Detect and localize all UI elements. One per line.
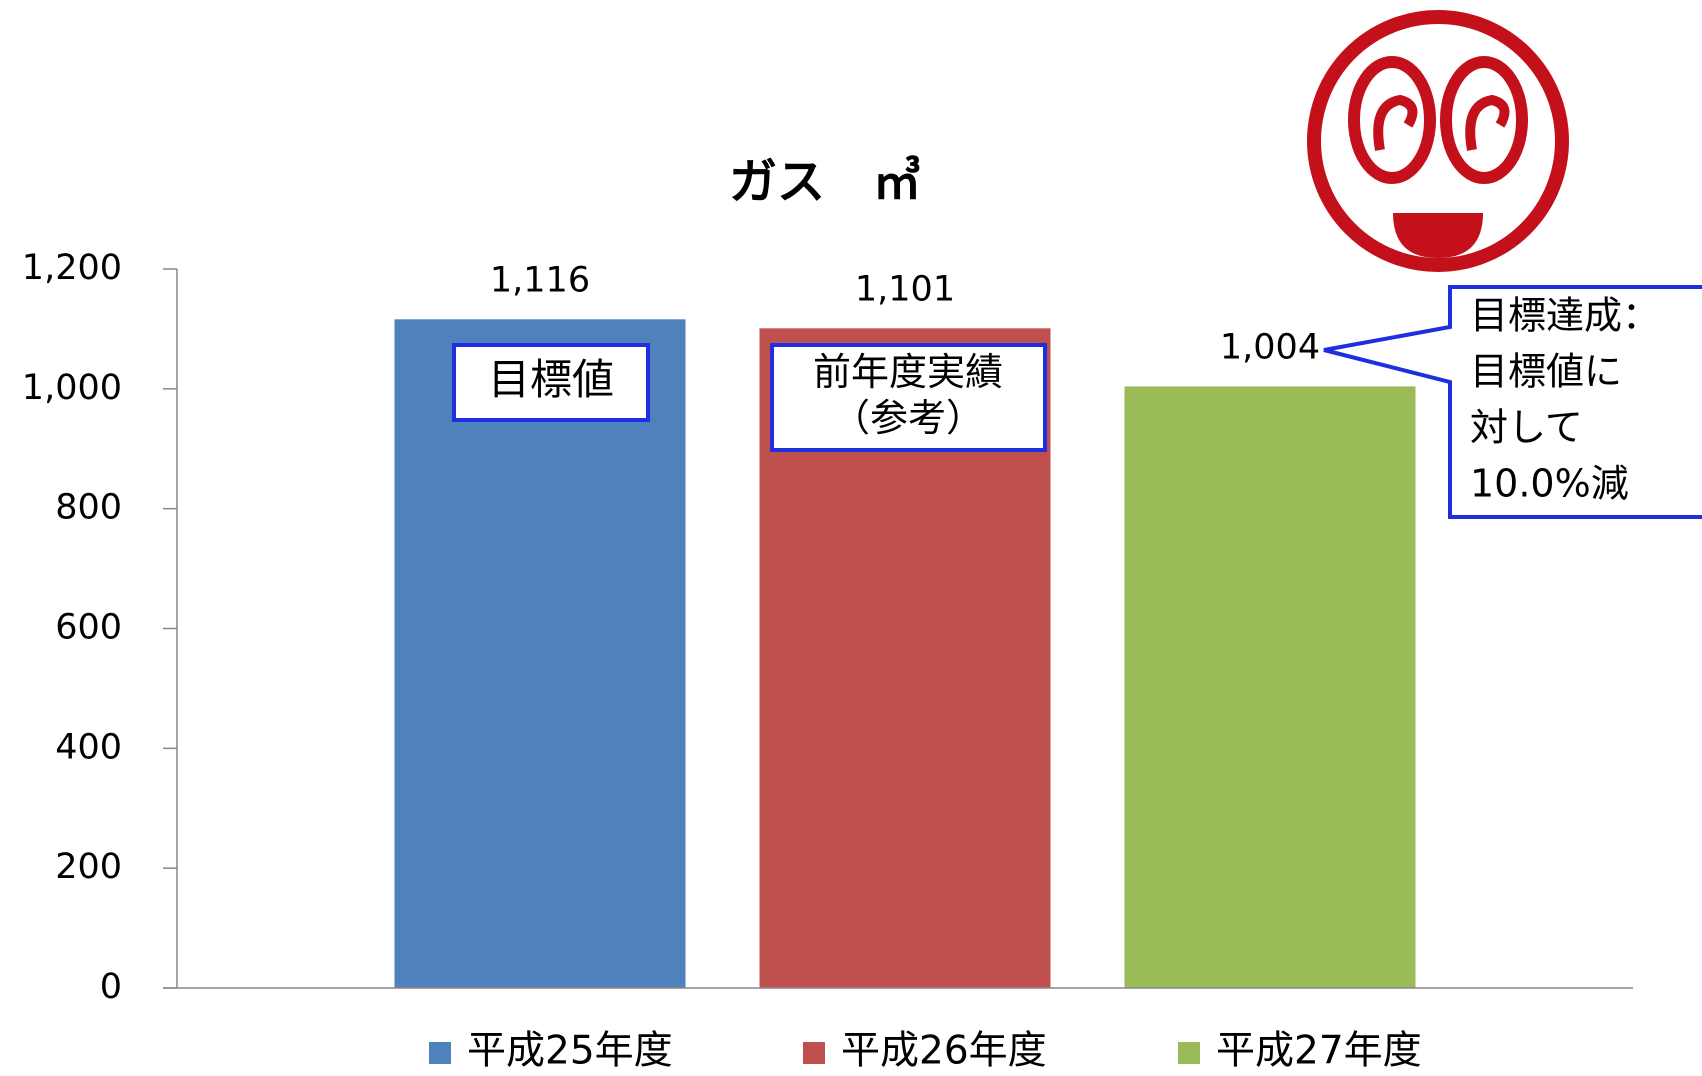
- y-tick-label: 200: [55, 847, 122, 887]
- annotation-text: （参考）: [832, 396, 984, 440]
- annotation-text: 前年度実績: [813, 350, 1003, 394]
- annotation-text: 目標達成：: [1470, 294, 1660, 338]
- annotation-box: [452, 343, 650, 422]
- annotation-text: 対して: [1470, 406, 1583, 450]
- annotation-text: 目標値に: [1470, 350, 1622, 394]
- legend-swatch: [1178, 1042, 1200, 1064]
- legend-label: 平成25年度: [467, 1029, 673, 1074]
- smiley-icon: [1307, 10, 1569, 272]
- value-label: 1,004: [1220, 327, 1320, 367]
- annotation-text: 目標値: [488, 355, 614, 404]
- chart-title: ガス ㎥: [729, 154, 921, 210]
- annotation-text: 10.0%減: [1470, 462, 1629, 506]
- y-tick-label: 1,200: [22, 248, 122, 288]
- bar: [1124, 386, 1416, 989]
- y-tick-label: 0: [100, 967, 122, 1007]
- legend-label: 平成27年度: [1216, 1029, 1422, 1074]
- legend-label: 平成26年度: [841, 1029, 1047, 1074]
- y-tick-label: 400: [55, 727, 122, 767]
- y-tick-label: 1,000: [22, 368, 122, 408]
- legend-swatch: [803, 1042, 825, 1064]
- value-label: 1,116: [490, 260, 590, 300]
- annotation-box: [770, 343, 1047, 452]
- y-tick-label: 600: [55, 608, 122, 648]
- y-tick-label: 800: [55, 488, 122, 528]
- callout-box: [1323, 285, 1702, 519]
- value-label: 1,101: [855, 269, 955, 309]
- bar: [394, 319, 686, 989]
- legend-swatch: [429, 1042, 451, 1064]
